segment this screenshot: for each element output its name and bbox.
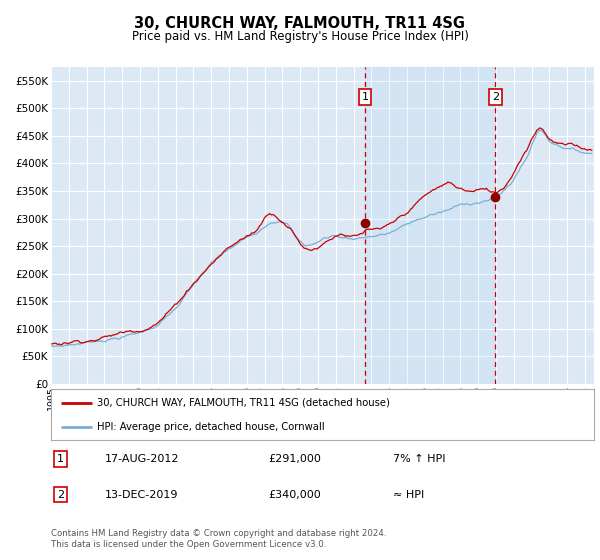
- Bar: [365, 67, 496, 384]
- Text: £291,000: £291,000: [268, 454, 321, 464]
- Text: 1: 1: [57, 454, 64, 464]
- Text: 2: 2: [57, 489, 64, 500]
- Text: Contains HM Land Registry data © Crown copyright and database right 2024.: Contains HM Land Registry data © Crown c…: [51, 529, 386, 538]
- Text: 1: 1: [361, 92, 368, 102]
- Text: 30, CHURCH WAY, FALMOUTH, TR11 4SG: 30, CHURCH WAY, FALMOUTH, TR11 4SG: [134, 16, 466, 31]
- Text: Price paid vs. HM Land Registry's House Price Index (HPI): Price paid vs. HM Land Registry's House …: [131, 30, 469, 44]
- Text: HPI: Average price, detached house, Cornwall: HPI: Average price, detached house, Corn…: [97, 422, 325, 432]
- Text: 7% ↑ HPI: 7% ↑ HPI: [393, 454, 446, 464]
- Text: 17-AUG-2012: 17-AUG-2012: [106, 454, 180, 464]
- Text: 13-DEC-2019: 13-DEC-2019: [106, 489, 179, 500]
- Text: £340,000: £340,000: [268, 489, 321, 500]
- Text: ≈ HPI: ≈ HPI: [393, 489, 424, 500]
- Text: This data is licensed under the Open Government Licence v3.0.: This data is licensed under the Open Gov…: [51, 540, 326, 549]
- Text: 2: 2: [492, 92, 499, 102]
- Text: 30, CHURCH WAY, FALMOUTH, TR11 4SG (detached house): 30, CHURCH WAY, FALMOUTH, TR11 4SG (deta…: [97, 398, 390, 408]
